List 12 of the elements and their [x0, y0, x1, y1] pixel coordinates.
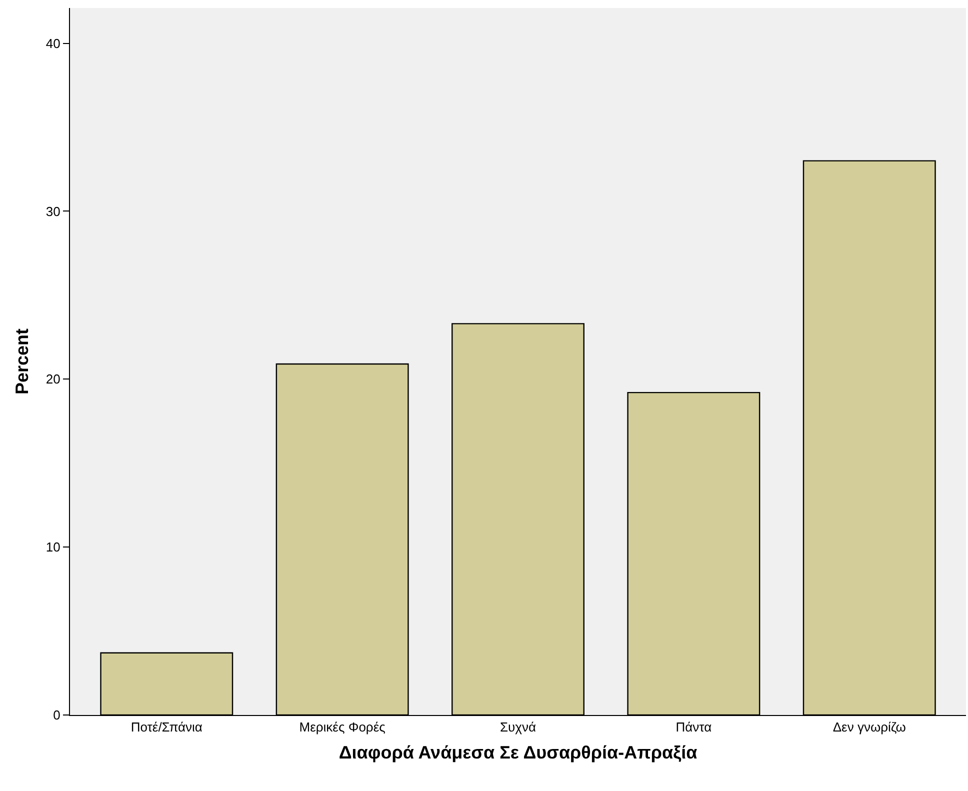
x-tick-label: Ποτέ/Σπάνια	[130, 720, 203, 735]
x-tick-label: Πάντα	[676, 720, 712, 735]
x-tick-label: Δεν γνωρίζω	[832, 720, 906, 735]
x-tick-label: Συχνά	[500, 720, 536, 735]
y-tick-label: 0	[53, 708, 60, 723]
y-tick-label: 20	[46, 372, 60, 387]
y-tick-label: 40	[46, 36, 60, 51]
y-tick-label: 10	[46, 540, 60, 555]
x-axis-title: Διαφορά Ανάμεσα Σε Δυσαρθρία-Απραξία	[338, 742, 698, 763]
y-axis-title: Percent	[12, 328, 32, 395]
x-tick-label: Μερικές Φορές	[299, 720, 386, 735]
y-tick-label: 30	[46, 204, 60, 219]
